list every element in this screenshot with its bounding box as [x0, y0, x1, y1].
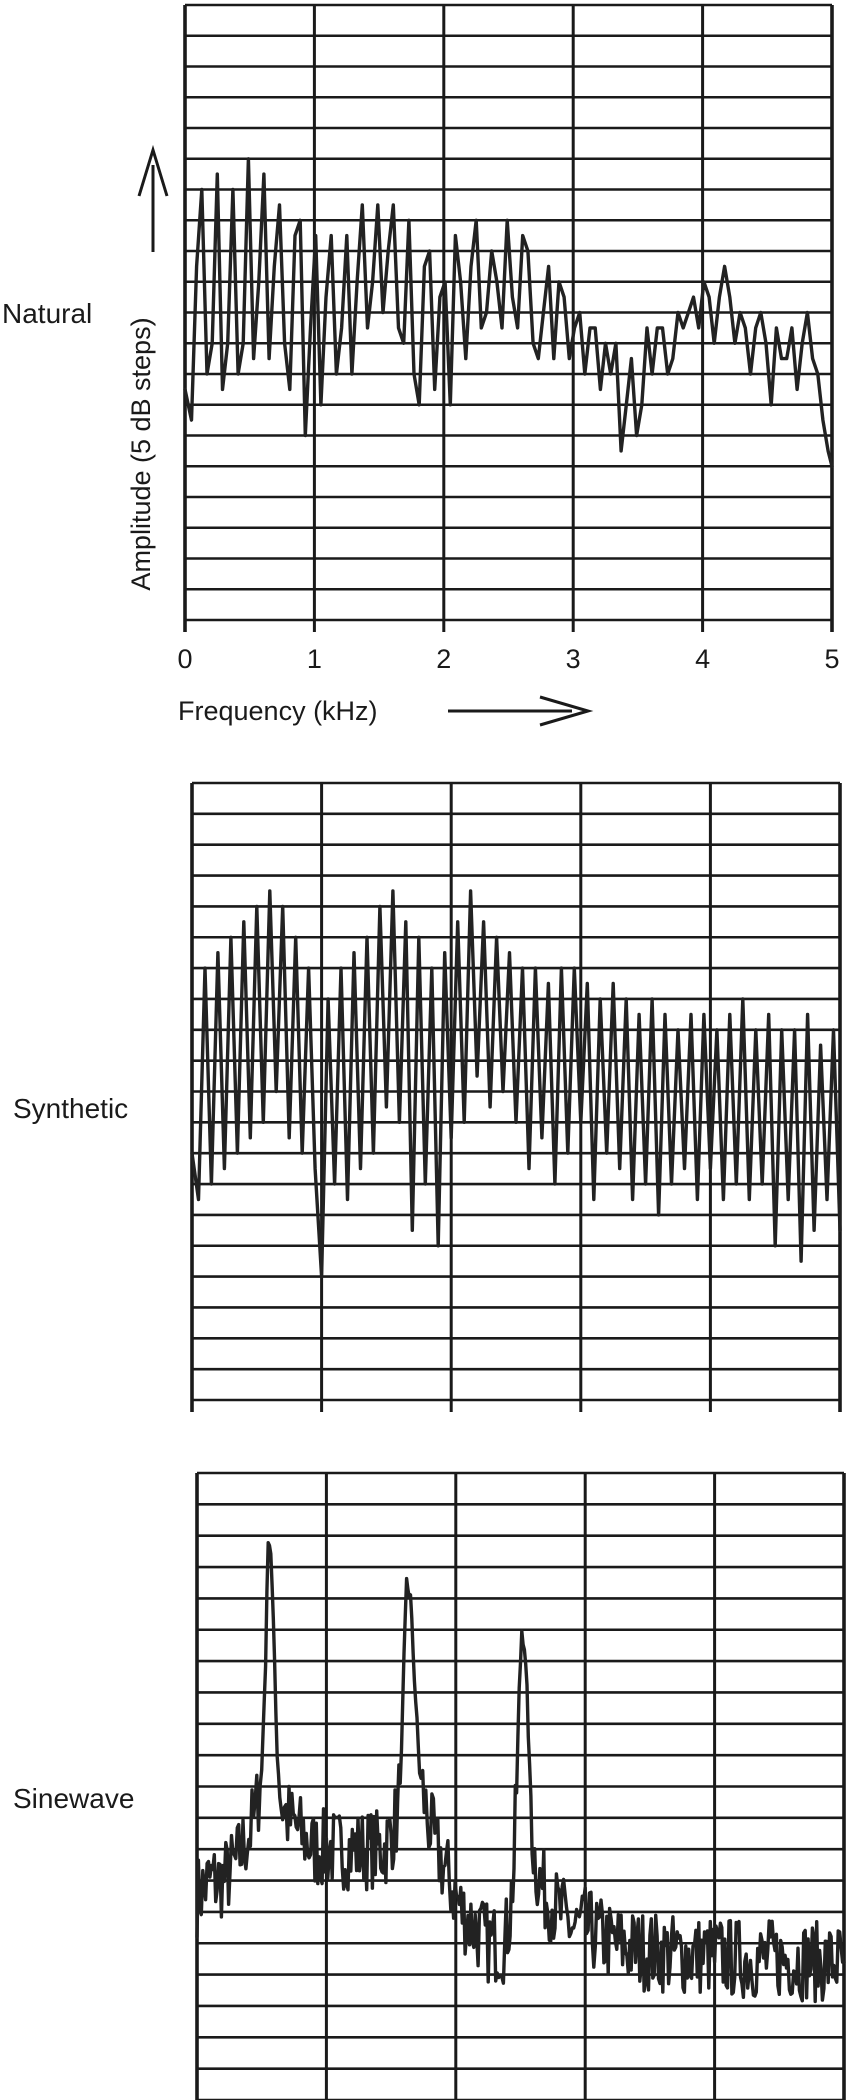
x-tick-label: 4 — [695, 644, 710, 674]
panel-label: Natural — [2, 298, 92, 329]
y-axis-title: Amplitude (5 dB steps) — [126, 317, 156, 590]
series-line — [195, 1541, 846, 2004]
sinewave-panel: Sinewave — [13, 1471, 846, 2100]
x-tick-label: 1 — [307, 644, 322, 674]
x-tick-label: 0 — [177, 644, 192, 674]
series-line — [183, 157, 834, 468]
natural-panel: Natural 0 1 2 3 4 5 Frequency (kHz) Amplitude (5… — [2, 3, 840, 727]
x-tick-label: 3 — [566, 644, 581, 674]
panel-label: Sinewave — [13, 1783, 134, 1814]
x-tick-label: 2 — [436, 644, 451, 674]
x-axis-arrowhead — [539, 695, 594, 727]
panel-label: Synthetic — [13, 1093, 128, 1124]
series-line — [190, 889, 842, 1279]
x-axis-title: Frequency (kHz) — [178, 696, 378, 726]
y-axis-arrowhead — [137, 144, 169, 197]
synthetic-panel: Synthetic — [13, 781, 842, 1412]
x-tick-label: 5 — [824, 644, 839, 674]
